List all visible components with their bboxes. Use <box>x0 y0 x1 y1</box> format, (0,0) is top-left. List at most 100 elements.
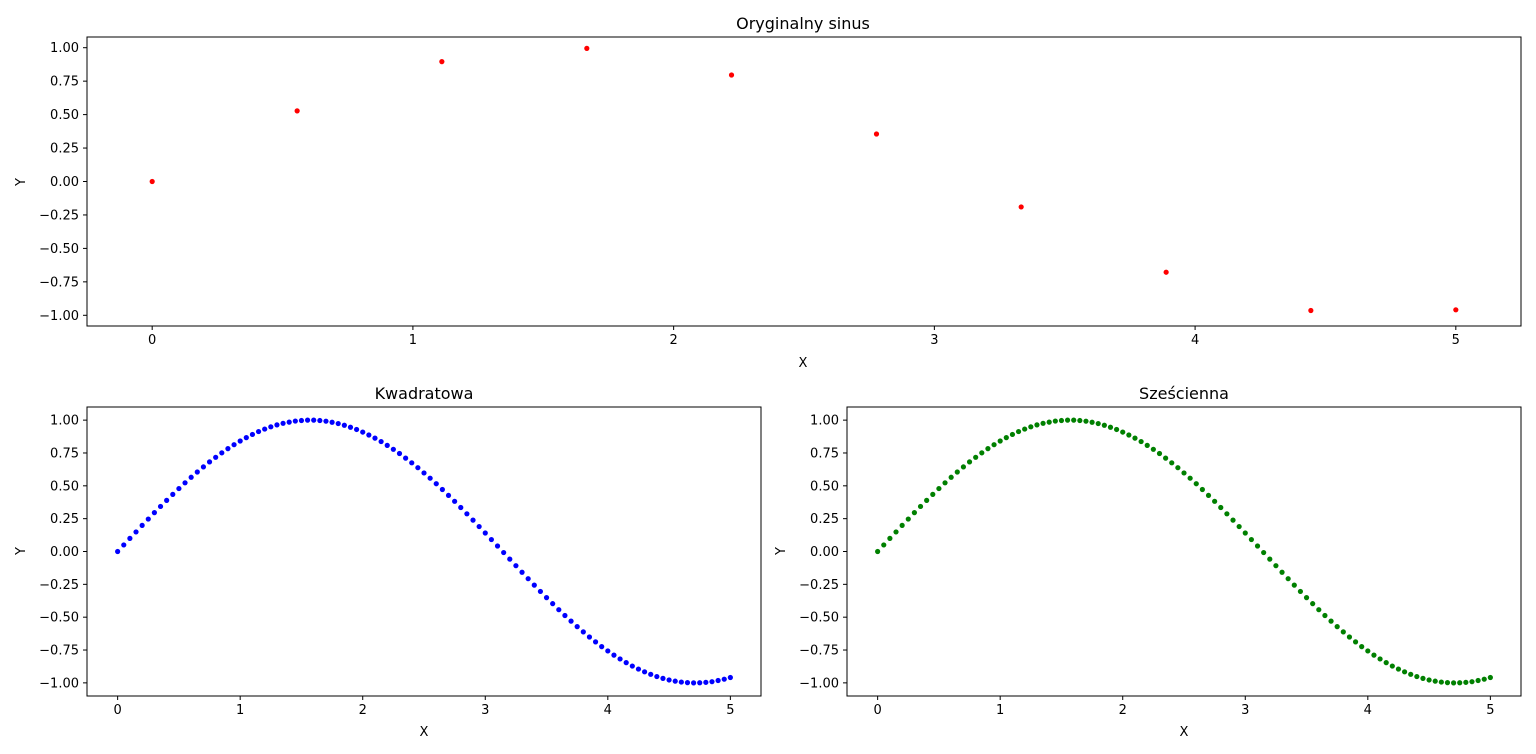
data-point <box>1463 679 1469 685</box>
x-tick-label: 5 <box>726 703 734 718</box>
data-point <box>1426 677 1432 683</box>
data-point <box>133 529 139 535</box>
data-point <box>274 422 280 428</box>
data-point <box>599 644 605 650</box>
data-point <box>1432 678 1438 684</box>
data-point <box>1071 417 1077 423</box>
data-point <box>476 523 482 530</box>
y-tick-label: −1.00 <box>39 676 79 691</box>
data-point <box>1408 671 1414 677</box>
data-point <box>960 464 967 470</box>
subplot-quadratic: Kwadratowa 0 1 2 3 4 5 1.00 0.75 0.50 0.25 0.00 −0.… <box>14 384 762 740</box>
data-point <box>1310 601 1316 607</box>
y-tick-label: 1.00 <box>50 41 79 56</box>
data-point <box>304 417 311 423</box>
data-point <box>176 485 182 492</box>
data-point <box>1034 422 1040 428</box>
data-point <box>1457 680 1463 686</box>
data-point <box>1242 530 1248 536</box>
data-point <box>445 492 452 499</box>
y-tick-label: 0.75 <box>50 446 79 461</box>
data-point <box>592 639 599 645</box>
tick-layer: 0 1 2 3 4 5 1.00 0.75 0.50 0.25 0.00 −0.25 −0.50 −0.7… <box>39 414 734 718</box>
data-point <box>580 629 586 635</box>
data-point <box>323 418 329 424</box>
data-point <box>1453 307 1459 313</box>
data-point <box>654 673 660 680</box>
data-point <box>501 549 507 556</box>
y-tick-label: 0.25 <box>50 142 79 157</box>
data-point <box>372 435 378 441</box>
data-point <box>979 450 985 456</box>
data-point <box>366 432 372 438</box>
data-point <box>1046 419 1052 425</box>
data-point <box>1212 498 1218 504</box>
x-tick-label: 2 <box>669 333 677 348</box>
data-point <box>905 516 911 522</box>
data-point <box>170 491 176 497</box>
data-point <box>452 498 458 504</box>
data-point <box>145 516 151 522</box>
data-point <box>948 474 954 480</box>
y-tick-label: −0.50 <box>799 611 839 626</box>
x-tick-label: 3 <box>481 703 489 718</box>
x-tick-label: 0 <box>873 703 881 718</box>
data-point <box>1003 435 1009 441</box>
data-point <box>1083 418 1089 424</box>
data-point <box>930 491 936 497</box>
points-layer <box>149 45 1459 314</box>
data-point <box>1291 582 1297 588</box>
data-point <box>268 424 274 430</box>
data-point <box>1028 424 1034 430</box>
data-point <box>727 674 733 681</box>
data-point <box>936 485 942 492</box>
data-point <box>157 503 164 510</box>
data-point <box>556 607 562 613</box>
data-point <box>1254 543 1261 549</box>
data-point <box>421 470 427 476</box>
data-point <box>684 680 691 686</box>
data-point <box>873 131 880 137</box>
subplot-title: Sześcienna <box>1139 384 1229 403</box>
points-layer <box>875 417 1493 686</box>
data-point <box>1414 673 1420 680</box>
y-tick-label: 0.50 <box>50 479 79 494</box>
data-point <box>213 454 219 460</box>
data-point <box>1438 679 1444 685</box>
data-point <box>715 677 721 684</box>
data-point <box>1469 679 1475 685</box>
data-point <box>139 522 145 528</box>
data-point <box>1395 666 1402 672</box>
data-point <box>1279 569 1285 575</box>
data-point <box>1401 669 1408 675</box>
data-point <box>525 576 531 582</box>
data-point <box>231 442 237 448</box>
y-tick-label: 0.25 <box>50 512 79 527</box>
x-axis-label: X <box>420 725 429 740</box>
data-point <box>1444 680 1451 686</box>
data-point <box>1352 639 1359 645</box>
data-point <box>641 669 648 675</box>
data-point <box>635 666 642 672</box>
data-point <box>629 663 635 669</box>
x-tick-label: 1 <box>236 703 244 718</box>
data-point <box>1156 450 1163 457</box>
data-point <box>149 178 155 185</box>
data-point <box>1126 432 1132 438</box>
data-point <box>329 419 335 425</box>
y-tick-label: −0.75 <box>39 644 79 659</box>
data-point <box>458 504 464 511</box>
data-point <box>942 480 948 486</box>
y-tick-label: −0.75 <box>799 644 839 659</box>
data-point <box>464 511 470 517</box>
data-point <box>881 542 887 548</box>
points-layer <box>115 417 733 686</box>
x-tick-label: 4 <box>604 703 612 718</box>
data-point <box>1022 426 1028 432</box>
data-point <box>1077 417 1083 424</box>
data-point <box>1230 517 1236 523</box>
y-tick-label: −1.00 <box>39 309 79 324</box>
data-point <box>1064 417 1071 423</box>
data-point <box>1205 492 1212 499</box>
data-point <box>482 530 488 536</box>
